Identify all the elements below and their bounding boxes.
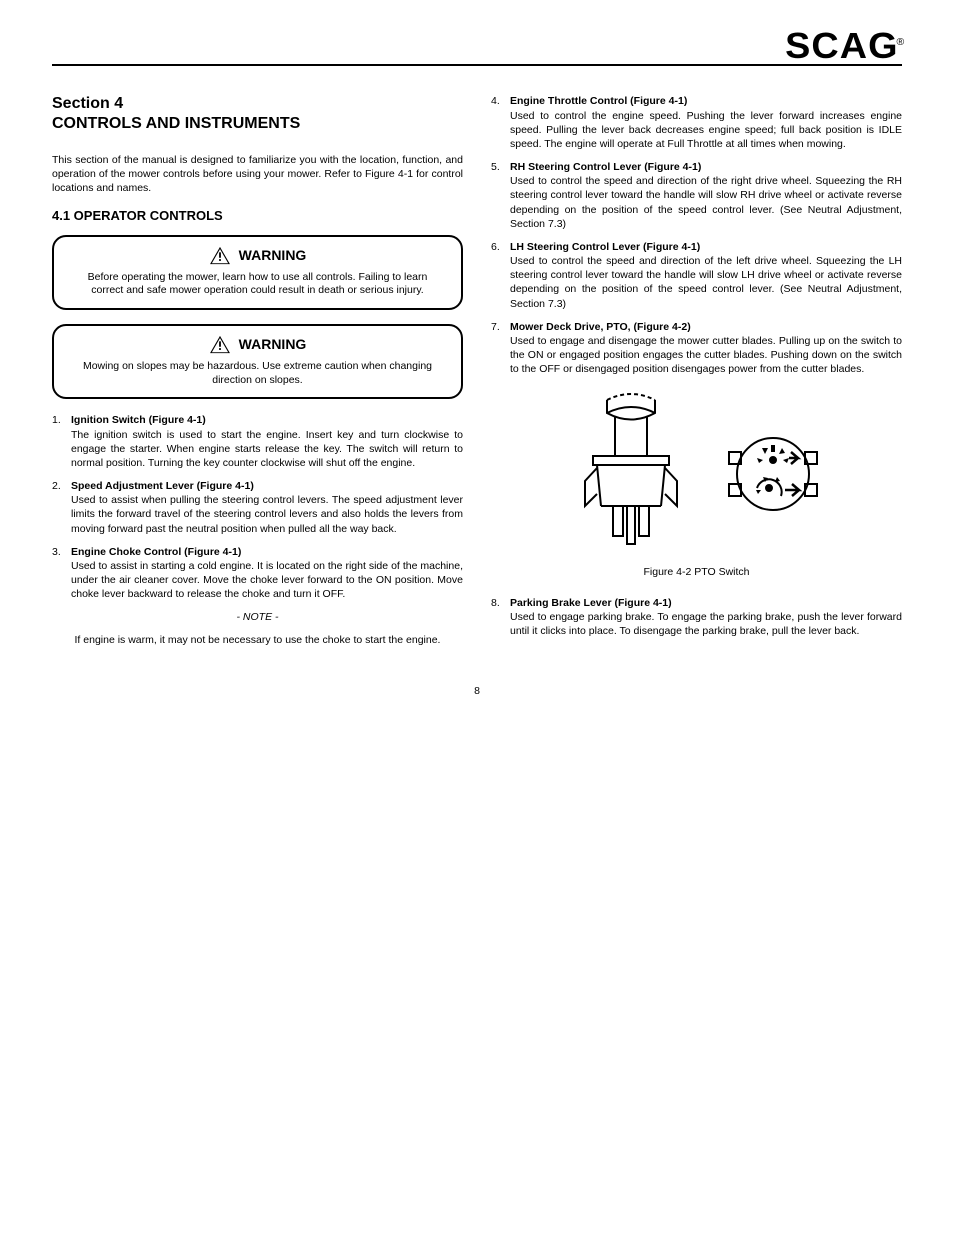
warning-body: Mowing on slopes may be hazardous. Use e… [72,360,443,387]
item-body: Used to control the speed and direction … [510,175,902,230]
section-number: Section 4 [52,95,123,112]
list-number: 3. [52,545,71,602]
warning-icon [209,335,231,354]
page-header: SCAG® [52,30,902,66]
brand-suffix: ® [896,37,905,48]
list-item: 6. LH Steering Control Lever (Figure 4-1… [491,240,902,311]
section-title: Section 4 CONTROLS AND INSTRUMENTS [52,94,463,132]
item-body: Used to control the speed and direction … [510,255,902,310]
list-number: 5. [491,160,510,231]
item-body: Used to assist when pulling the steering… [71,494,463,534]
warning-label: WARNING [239,246,307,265]
item-title: Engine Throttle Control (Figure 4-1) [510,95,687,107]
warning-box-1: WARNING Before operating the mower, lear… [52,235,463,310]
note-body: If engine is warm, it may not be necessa… [52,633,463,647]
item-title: Parking Brake Lever (Figure 4-1) [510,597,672,609]
note-label: - NOTE - [237,611,279,623]
item-body: Used to engage parking brake. To engage … [510,611,902,637]
list-number: 8. [491,596,510,639]
list-item: 4. Engine Throttle Control (Figure 4-1) … [491,94,902,151]
list-item: 7. Mower Deck Drive, PTO, (Figure 4-2) U… [491,320,902,377]
item-title: Engine Choke Control (Figure 4-1) [71,546,241,558]
figure-wrap [491,386,902,561]
list-item: 3. Engine Choke Control (Figure 4-1) Use… [52,545,463,602]
item-body: Used to engage and disengage the mower c… [510,335,902,375]
list-item: 5. RH Steering Control Lever (Figure 4-1… [491,160,902,231]
page-number: 8 [52,684,902,698]
item-body: Used to assist in starting a cold engine… [71,560,463,600]
subsection-title: 4.1 OPERATOR CONTROLS [52,207,463,225]
list-item: 2. Speed Adjustment Lever (Figure 4-1) U… [52,479,463,536]
intro-paragraph: This section of the manual is designed t… [52,153,463,196]
list-number: 1. [52,413,71,470]
warning-box-2: WARNING Mowing on slopes may be hazardou… [52,324,463,399]
warning-label: WARNING [239,335,307,354]
warning-head: WARNING [72,335,443,354]
item-title: LH Steering Control Lever (Figure 4-1) [510,241,700,253]
control-list: 1. Ignition Switch (Figure 4-1) The igni… [52,413,463,601]
brand-text: SCAG [785,25,898,66]
warning-icon [209,246,231,265]
item-title: RH Steering Control Lever (Figure 4-1) [510,161,701,173]
list-number: 4. [491,94,510,151]
list-number: 2. [52,479,71,536]
left-column: Section 4 CONTROLS AND INSTRUMENTS This … [52,94,463,655]
item-title: Speed Adjustment Lever (Figure 4-1) [71,480,254,492]
note-block: - NOTE - [52,610,463,624]
right-column: 4. Engine Throttle Control (Figure 4-1) … [491,94,902,655]
list-item: 1. Ignition Switch (Figure 4-1) The igni… [52,413,463,470]
section-heading: CONTROLS AND INSTRUMENTS [52,115,300,132]
two-column-layout: Section 4 CONTROLS AND INSTRUMENTS This … [52,94,902,655]
control-list-right: 4. Engine Throttle Control (Figure 4-1) … [491,94,902,376]
item-title: Ignition Switch (Figure 4-1) [71,414,206,426]
item-body: Used to control the engine speed. Pushin… [510,110,902,150]
list-number: 6. [491,240,510,311]
pto-switch-drawing [571,386,691,561]
item-body: The ignition switch is used to start the… [71,429,463,469]
list-item: 8. Parking Brake Lever (Figure 4-1) Used… [491,596,902,639]
brand-logo: SCAG® [785,30,905,62]
item-title: Mower Deck Drive, PTO, (Figure 4-2) [510,321,691,333]
figure-caption: Figure 4-2 PTO Switch [491,565,902,579]
list-number: 7. [491,320,510,377]
warning-body: Before operating the mower, learn how to… [72,271,443,298]
pto-switch-symbol-drawing [723,424,823,524]
control-list-right-2: 8. Parking Brake Lever (Figure 4-1) Used… [491,596,902,639]
warning-head: WARNING [72,246,443,265]
